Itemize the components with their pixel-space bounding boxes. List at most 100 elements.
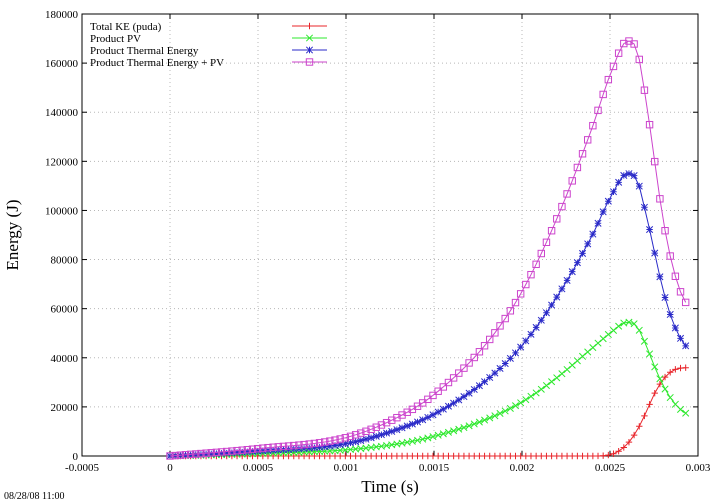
x-marker	[548, 378, 556, 386]
x-marker	[460, 423, 468, 432]
star-marker	[259, 447, 267, 455]
square-marker	[212, 448, 221, 457]
series-line	[170, 367, 686, 457]
x-marker	[522, 396, 530, 404]
star-marker	[625, 170, 633, 178]
star-marker	[238, 448, 246, 456]
star-marker	[594, 219, 602, 227]
star-marker	[403, 422, 411, 430]
y-tick-label: 100000	[45, 205, 79, 217]
x-marker	[486, 414, 494, 422]
star-marker	[548, 301, 556, 309]
square-marker	[341, 434, 350, 442]
y-tick-label: 80000	[51, 255, 79, 267]
star-marker	[315, 443, 324, 451]
square-marker	[558, 202, 566, 211]
square-marker	[310, 439, 319, 448]
square-marker	[424, 395, 432, 404]
star-marker	[243, 448, 251, 456]
y-tick-label: 60000	[51, 304, 79, 316]
star-marker	[367, 434, 375, 442]
square-marker	[666, 252, 674, 260]
x-marker	[305, 34, 314, 42]
plus-marker	[656, 380, 664, 388]
square-marker	[388, 416, 396, 424]
star-marker	[609, 188, 618, 196]
square-marker	[284, 442, 293, 450]
star-marker	[460, 393, 468, 401]
star-marker	[584, 240, 592, 248]
square-marker	[460, 364, 468, 372]
star-marker	[615, 178, 623, 186]
star-marker	[233, 448, 241, 456]
series-0	[166, 364, 689, 460]
star-marker	[532, 323, 540, 331]
star-marker	[398, 424, 406, 432]
square-marker	[645, 120, 654, 129]
series-line	[169, 40, 687, 457]
star-marker	[300, 444, 308, 453]
star-marker	[465, 389, 473, 397]
square-marker	[202, 449, 210, 457]
star-marker	[223, 449, 231, 457]
square-marker	[496, 322, 504, 330]
plus-marker	[306, 22, 313, 30]
square-marker	[171, 451, 179, 460]
plus-marker	[661, 373, 669, 381]
square-marker	[186, 450, 195, 459]
square-marker	[516, 290, 525, 298]
square-marker	[522, 280, 530, 289]
star-marker	[372, 432, 380, 440]
square-marker	[589, 121, 597, 130]
x-marker	[517, 399, 525, 407]
square-marker	[181, 451, 190, 459]
plus-marker	[605, 451, 612, 459]
plus-marker	[651, 389, 658, 397]
plus-marker	[599, 452, 607, 459]
star-marker	[187, 451, 195, 459]
star-marker	[558, 285, 566, 293]
star-marker	[444, 402, 453, 410]
square-marker	[233, 446, 241, 455]
star-marker	[620, 171, 628, 179]
square-marker	[537, 249, 545, 258]
star-marker	[455, 396, 463, 404]
square-marker	[470, 353, 478, 362]
star-marker	[651, 249, 659, 257]
series-line	[169, 321, 686, 457]
star-marker	[563, 276, 571, 284]
x-marker	[568, 361, 576, 369]
x-marker	[656, 375, 664, 383]
x-marker	[573, 357, 581, 365]
square-marker	[480, 342, 489, 350]
square-marker	[527, 270, 535, 279]
square-marker	[439, 383, 448, 391]
plus-marker	[641, 412, 648, 420]
square-marker	[253, 444, 262, 453]
x-marker	[640, 337, 648, 345]
star-marker	[542, 309, 550, 317]
square-marker	[568, 177, 576, 185]
x-marker	[682, 409, 690, 417]
x-marker	[625, 318, 633, 326]
star-marker	[408, 420, 416, 428]
square-marker	[367, 425, 375, 434]
star-marker	[321, 443, 329, 451]
star-marker	[377, 431, 385, 439]
square-marker	[295, 441, 303, 449]
square-marker	[486, 335, 494, 344]
x-marker	[491, 412, 499, 420]
x-marker	[455, 425, 463, 433]
x-marker	[470, 420, 478, 428]
star-marker	[450, 399, 458, 407]
x-tick-label: 0.002	[510, 462, 535, 474]
square-marker	[594, 106, 602, 115]
square-marker	[676, 288, 685, 296]
x-marker	[475, 418, 483, 426]
square-marker	[656, 195, 664, 203]
square-marker	[269, 443, 277, 451]
star-marker	[501, 360, 509, 368]
star-marker	[326, 442, 334, 450]
star-marker	[439, 405, 447, 413]
square-marker	[640, 86, 649, 94]
